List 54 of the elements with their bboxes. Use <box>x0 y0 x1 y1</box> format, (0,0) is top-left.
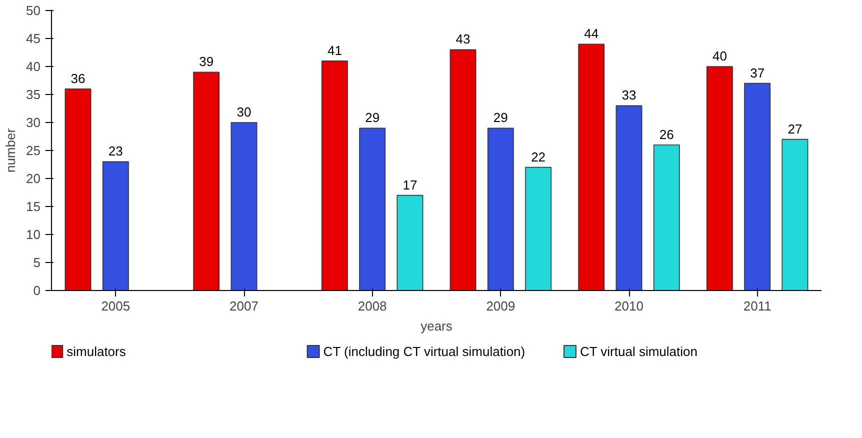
bar <box>578 44 605 290</box>
y-tick-label: 10 <box>26 227 41 242</box>
x-tick-label: 2007 <box>230 298 258 314</box>
bar <box>321 60 348 290</box>
bar <box>744 82 771 290</box>
data-label: 27 <box>788 121 802 136</box>
data-label: 43 <box>456 32 470 47</box>
bar <box>396 194 424 290</box>
bar <box>230 122 258 290</box>
data-label: 39 <box>199 54 214 70</box>
data-label: 44 <box>584 26 599 42</box>
data-label: 29 <box>493 110 508 126</box>
bar <box>450 49 476 290</box>
y-tick-label: 30 <box>26 115 41 130</box>
data-label: 40 <box>712 48 727 64</box>
bar <box>706 66 733 290</box>
y-tick-label: 40 <box>26 59 41 74</box>
data-label: 30 <box>236 104 252 120</box>
data-label: 29 <box>365 110 380 126</box>
y-axis-title: number <box>3 128 18 173</box>
x-tick-label: 2010 <box>614 298 644 314</box>
y-tick-label: 0 <box>33 283 41 298</box>
legend-label: CT (including CT virtual simulation) <box>323 344 526 359</box>
x-tick-label: 2008 <box>358 298 387 314</box>
data-label: 22 <box>531 149 546 164</box>
y-tick-label: 45 <box>26 31 41 46</box>
bar <box>525 166 552 290</box>
bar <box>359 128 386 290</box>
y-tick-label: 50 <box>26 3 41 18</box>
bar <box>64 88 92 290</box>
y-tick-label: 5 <box>33 255 41 270</box>
bar <box>782 138 808 290</box>
legend-label: simulators <box>66 344 126 359</box>
data-label: 33 <box>622 88 636 103</box>
x-tick-label: 2011 <box>743 298 772 314</box>
bar <box>616 105 642 290</box>
y-tick-label: 15 <box>26 199 41 214</box>
bar <box>102 161 129 290</box>
y-tick-label: 20 <box>26 171 41 186</box>
y-tick-label: 25 <box>26 143 41 158</box>
data-label: 26 <box>659 126 674 142</box>
x-tick-label: 2009 <box>486 298 516 314</box>
data-label: 36 <box>70 70 86 86</box>
data-label: 41 <box>327 42 342 58</box>
data-label: 17 <box>402 177 418 192</box>
data-label: 37 <box>750 65 765 80</box>
bar <box>193 72 220 290</box>
x-axis-title: years <box>420 318 453 334</box>
x-tick-label: 2005 <box>101 298 130 314</box>
bar <box>487 128 514 290</box>
legend-label: CT virtual simulation <box>580 344 698 359</box>
data-label: 23 <box>108 144 123 159</box>
bar <box>653 144 680 290</box>
y-tick-label: 35 <box>26 87 41 102</box>
